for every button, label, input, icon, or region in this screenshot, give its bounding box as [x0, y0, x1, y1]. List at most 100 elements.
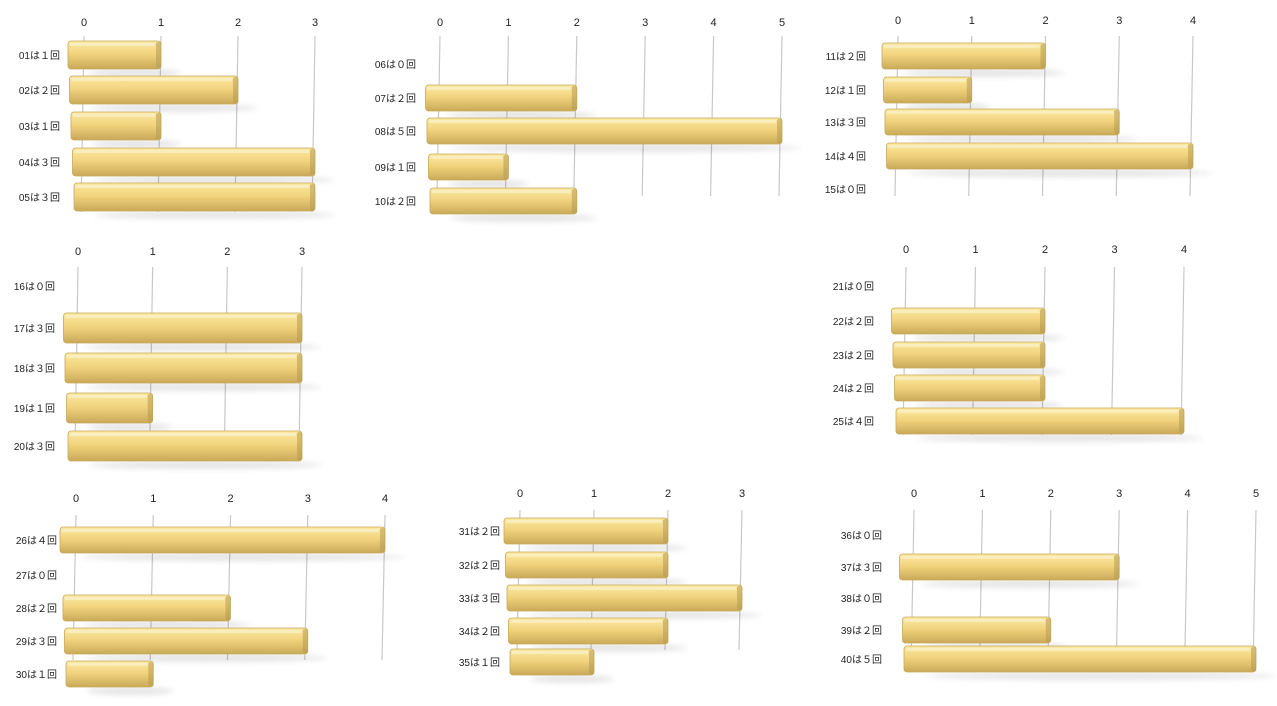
bar-highlight [512, 651, 588, 654]
row-label: 01は１回 [19, 50, 60, 62]
row-label: 10は２回 [375, 196, 416, 208]
bar-highlight [898, 410, 1178, 413]
x-tick-label: 1 [979, 488, 985, 500]
row-label: 35は１回 [459, 657, 500, 669]
bar-highlight [895, 344, 1039, 347]
grid-line [710, 35, 715, 197]
row-label: 27は０回 [16, 570, 57, 582]
row-label: 21は０回 [833, 281, 874, 293]
bar-end-cap [503, 155, 509, 179]
bar-highlight [66, 630, 302, 633]
bar-end-cap [310, 149, 315, 175]
bar-highlight [429, 120, 776, 123]
bar-end-cap [1040, 343, 1045, 367]
row-label: 12は１回 [825, 85, 866, 97]
bar-highlight [901, 556, 1114, 559]
row-label: 34は２回 [459, 626, 500, 638]
bar-chart-1: 0 1 2 3 01は１回 02は２回 03は１回 04は３回 05は３回 [19, 17, 335, 219]
bar-highlight [73, 114, 155, 117]
x-tick-label: 1 [150, 246, 156, 258]
x-tick-label: 4 [711, 17, 717, 29]
bar-shadow [80, 553, 405, 561]
bar-end-cap [156, 42, 161, 68]
bar-highlight [509, 587, 736, 590]
row-label: 39は２回 [841, 625, 882, 637]
bar-chart-4: 0 1 2 3 16は０回 17は３回 18は３回 19は１回 20は３回 [14, 246, 322, 469]
bar-end-cap [297, 432, 302, 460]
chart-panel-8: 0 1 2 3 4 5 36は０回 37は３回 38は０回 39は２回 40は５回 [810, 485, 1277, 701]
x-tick-label: 0 [75, 246, 81, 258]
x-tick-label: 3 [1116, 15, 1122, 27]
bar-shadow [525, 578, 688, 586]
x-tick-label: 3 [312, 17, 318, 29]
bar-highlight [510, 620, 662, 623]
bar-shadow [91, 140, 181, 148]
x-tick-label: 2 [1042, 244, 1048, 256]
x-tick-label: 3 [1116, 488, 1122, 500]
x-tick-label: 1 [158, 17, 164, 29]
bar-shadow [86, 687, 174, 695]
bar-shadow [94, 211, 335, 219]
x-tick-label: 4 [1190, 15, 1196, 27]
row-label: 06は０回 [375, 59, 416, 71]
chart-panel-1: 0 1 2 3 01は１回 02は２回 03は１回 04は３回 05は３回 [0, 0, 360, 230]
bar-shadow [448, 180, 529, 188]
bar-highlight [906, 648, 1250, 651]
row-label: 22は２回 [833, 316, 874, 328]
x-tick-label: 1 [972, 244, 978, 256]
row-label: 02は２回 [19, 85, 60, 97]
bar-end-cap [1040, 44, 1046, 68]
bar-highlight [904, 619, 1045, 622]
bar-shadow [913, 368, 1065, 376]
row-label: 13は３回 [825, 117, 866, 129]
bar-highlight [70, 433, 296, 436]
x-tick-label: 3 [305, 493, 311, 505]
bar-highlight [62, 529, 379, 532]
bar-end-cap [777, 119, 782, 143]
chart-panel-3: 0 1 2 3 4 11は２回 12は１回 13は３回 14は４回 15は０回 [810, 0, 1277, 230]
chart-panel-5: 0 1 2 3 4 21は０回 22は２回 23は２回 24は２回 25は４回 [810, 235, 1277, 475]
bar-highlight [884, 45, 1040, 48]
bar-shadow [902, 69, 1066, 77]
x-tick-label: 3 [1111, 244, 1117, 256]
row-label: 37は３回 [841, 562, 882, 574]
bar-end-cap [737, 586, 742, 610]
x-tick-label: 2 [665, 488, 671, 500]
grid-line [738, 509, 743, 651]
grid-line [1252, 509, 1257, 671]
bar-highlight [430, 156, 503, 159]
bar-highlight [68, 395, 147, 398]
bar-shadow [911, 334, 1065, 342]
bar-end-cap [966, 78, 972, 102]
bar-chart-7: 0 1 2 3 31は２回 32は２回 33は３回 34は２回 35は１回 [459, 488, 762, 683]
bar-highlight [506, 520, 662, 523]
x-tick-label: 1 [591, 488, 597, 500]
bar-highlight [68, 663, 148, 666]
x-tick-label: 4 [1181, 244, 1187, 256]
row-label: 26は４回 [16, 535, 57, 547]
bar-end-cap [1114, 110, 1120, 134]
bar-end-cap [1114, 555, 1120, 579]
grid-line [1110, 266, 1116, 436]
x-tick-label: 2 [235, 17, 241, 29]
bar-highlight [432, 190, 571, 193]
bar-chart-2: 0 1 2 3 4 5 06は０回 07は２回 08は５回 09は１回 10は２回 [375, 17, 802, 222]
row-label: 30は１回 [16, 669, 57, 681]
bar-highlight [70, 43, 155, 46]
bar-end-cap [302, 629, 308, 653]
row-label: 23は２回 [833, 350, 874, 362]
bar-highlight [885, 79, 966, 82]
chart-panel-4: 0 1 2 3 16は０回 17は３回 18は３回 19は１回 20は３回 [0, 235, 360, 475]
grid-line [778, 35, 783, 197]
row-label: 29は３回 [16, 636, 57, 648]
row-label: 07は２回 [375, 93, 416, 105]
x-tick-label: 4 [1185, 488, 1191, 500]
row-label: 15は０回 [825, 184, 866, 196]
bar-end-cap [147, 394, 153, 422]
bar-highlight [896, 377, 1039, 380]
x-tick-label: 3 [642, 17, 648, 29]
bar-end-cap [1179, 409, 1184, 433]
row-label: 19は１回 [14, 403, 55, 415]
x-tick-label: 1 [150, 493, 156, 505]
